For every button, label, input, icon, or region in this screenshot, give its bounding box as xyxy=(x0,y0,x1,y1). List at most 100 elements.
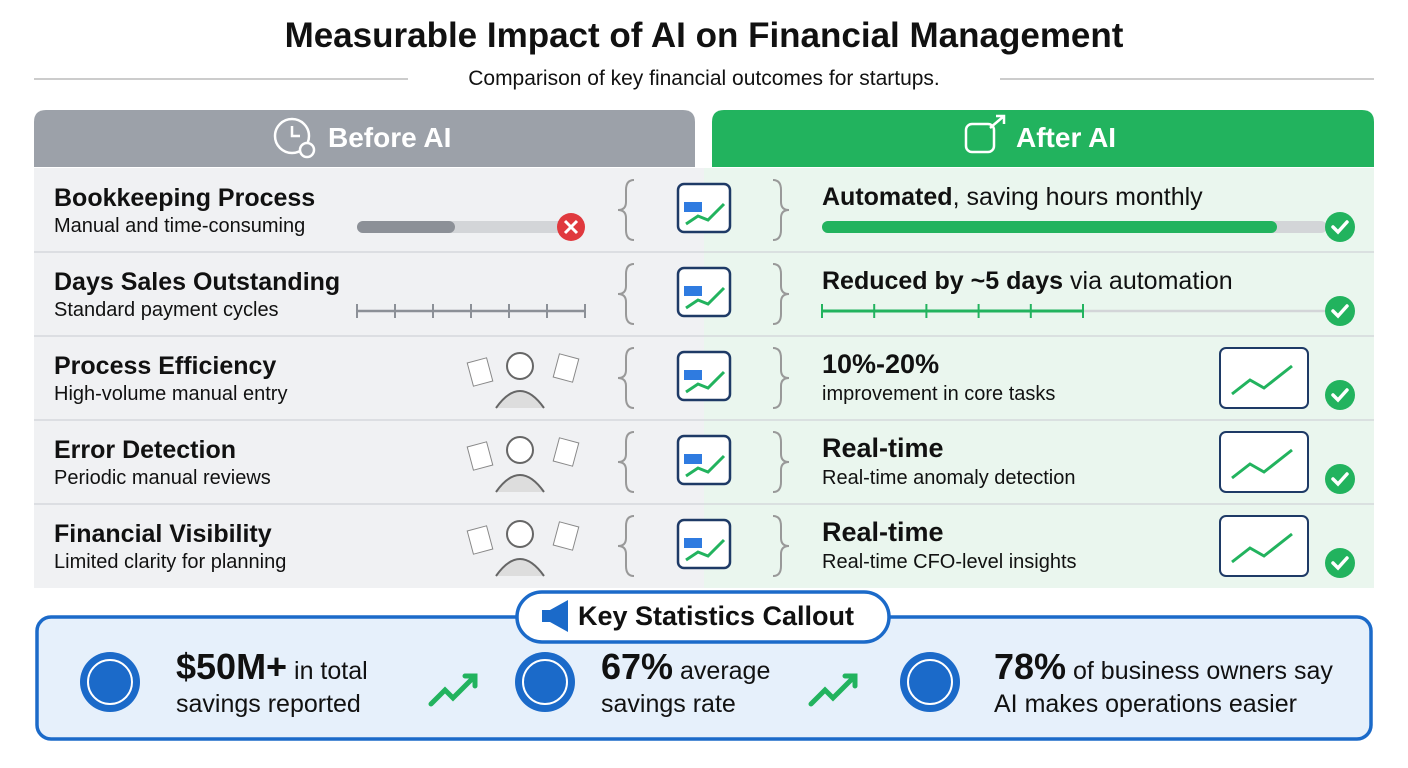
sketch-head xyxy=(506,520,534,548)
brace xyxy=(772,431,790,493)
row-label: Days Sales Outstanding xyxy=(54,268,341,296)
stat-rest: average savings rate xyxy=(601,657,771,718)
after-header-bg xyxy=(712,110,1374,167)
ai-arrow xyxy=(989,114,1006,129)
center-icon-line xyxy=(685,538,726,562)
center-icon-line xyxy=(685,202,726,226)
center-icon-accent xyxy=(684,202,702,212)
sketch-body xyxy=(495,390,545,409)
after-illustration xyxy=(1219,347,1309,409)
before-header: Before AI xyxy=(328,122,452,153)
after-sub: Real-time CFO-level insights xyxy=(822,551,1077,573)
after-illustration xyxy=(1219,515,1309,577)
row-label: Error Detection xyxy=(54,436,236,464)
before-desc: High-volume manual entry xyxy=(54,383,288,405)
after-illustration-line xyxy=(1231,532,1293,564)
sketch-body xyxy=(495,474,545,493)
check-mark xyxy=(1331,220,1349,235)
sketch-head xyxy=(506,436,534,464)
check-mark xyxy=(1331,556,1349,571)
stat-rest: in total savings reported xyxy=(176,657,368,718)
before-desc: Standard payment cycles xyxy=(54,299,279,321)
brace xyxy=(617,515,635,577)
center-icon-line xyxy=(685,286,726,310)
after-illustration-line xyxy=(1231,448,1293,480)
brace xyxy=(772,515,790,577)
callout-title: Key Statistics Callout xyxy=(577,601,855,631)
sketch-paper xyxy=(552,521,580,551)
clock-hand xyxy=(290,126,300,138)
bar-fill xyxy=(822,221,1277,233)
clock-icon xyxy=(273,117,311,155)
before-desc: Limited clarity for planning xyxy=(54,551,287,573)
row-label: Process Efficiency xyxy=(54,352,277,380)
brace xyxy=(617,431,635,493)
before-header-bg xyxy=(34,110,695,167)
title: Measurable Impact of AI on Financial Man… xyxy=(284,16,1124,55)
stat-strong: 67% xyxy=(601,646,674,687)
trend-arrow xyxy=(428,673,478,707)
center-icon-accent xyxy=(684,370,702,380)
stat: 78% of business owners say AI makes oper… xyxy=(994,649,1354,721)
stat-icon-inner xyxy=(87,659,133,705)
check-icon xyxy=(1325,212,1355,242)
after-header: After AI xyxy=(1016,122,1117,153)
brace xyxy=(772,347,790,409)
after-strong: Automated xyxy=(822,183,953,211)
center-icon-accent xyxy=(684,538,702,548)
after-illustration xyxy=(1219,431,1309,493)
center-icon-line xyxy=(685,370,726,394)
sketch-paper xyxy=(466,441,494,471)
brace xyxy=(617,263,635,325)
after-head: Automated, saving hours monthly xyxy=(822,183,1203,212)
before-desc: Manual and time-consuming xyxy=(54,215,306,237)
after-sub: Real-time anomaly detection xyxy=(822,467,1076,489)
after-strong: Real-time xyxy=(822,517,944,547)
bar-fill xyxy=(357,221,455,233)
center-icon-line xyxy=(685,454,726,478)
x-mark xyxy=(563,219,579,235)
row-label: Financial Visibility xyxy=(54,520,272,548)
center-icon-accent xyxy=(684,286,702,296)
stat-rest: of business owners say AI makes operatio… xyxy=(994,657,1333,718)
check-icon xyxy=(1325,380,1355,410)
check-icon xyxy=(1325,296,1355,326)
after-illustration-line xyxy=(1231,364,1293,396)
before-bg xyxy=(34,168,704,588)
gear-icon xyxy=(298,141,316,159)
brace xyxy=(617,347,635,409)
stat-icon-inner xyxy=(907,659,953,705)
after-sub: improvement in core tasks xyxy=(822,383,1056,405)
after-strong: Real-time xyxy=(822,433,944,463)
after-rest: via automation xyxy=(1063,267,1233,295)
row-label: Bookkeeping Process xyxy=(54,184,316,212)
stat-strong: $50M+ xyxy=(176,646,288,687)
check-icon xyxy=(1325,464,1355,494)
stat: $50M+ in total savings reported xyxy=(176,649,416,721)
after-head: Reduced by ~5 days via automation xyxy=(822,267,1233,296)
trend-arrow xyxy=(808,673,858,707)
after-strong: Reduced by ~5 days xyxy=(822,267,1064,295)
check-mark xyxy=(1331,388,1349,403)
before-desc: Periodic manual reviews xyxy=(54,467,271,489)
after-strong: 10%-20% xyxy=(822,349,940,379)
sketch-body xyxy=(495,558,545,577)
stat-strong: 78% xyxy=(994,646,1067,687)
subtitle: Comparison of key financial outcomes for… xyxy=(468,67,940,90)
stat-icon-inner xyxy=(522,659,568,705)
check-mark xyxy=(1331,304,1349,319)
after-rest: , saving hours monthly xyxy=(952,183,1203,211)
brace xyxy=(772,179,790,241)
sketch-paper xyxy=(552,437,580,467)
sketch-paper xyxy=(552,353,580,383)
sketch-paper xyxy=(466,357,494,387)
sketch-paper xyxy=(466,525,494,555)
brace xyxy=(772,263,790,325)
check-mark xyxy=(1331,472,1349,487)
brace xyxy=(617,179,635,241)
ai-icon xyxy=(964,122,996,154)
callout-pill xyxy=(515,590,891,644)
check-icon xyxy=(1325,548,1355,578)
